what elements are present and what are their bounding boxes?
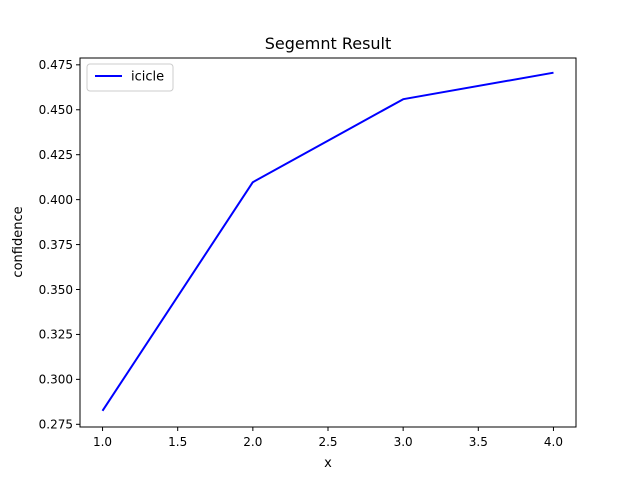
y-tick-label: 0.425 bbox=[39, 148, 73, 162]
y-axis-label: confidence bbox=[11, 206, 26, 277]
x-tick-label: 1.0 bbox=[93, 435, 112, 449]
y-tick-label: 0.375 bbox=[39, 238, 73, 252]
x-tick-label: 4.0 bbox=[544, 435, 563, 449]
series-line-icicle bbox=[101, 71, 554, 412]
x-tick-label: 2.5 bbox=[318, 435, 337, 449]
y-tick-label: 0.300 bbox=[39, 373, 73, 387]
x-tick-label: 3.0 bbox=[394, 435, 413, 449]
series-layer bbox=[101, 71, 554, 412]
y-tick-label: 0.325 bbox=[39, 328, 73, 342]
y-axis: 0.275 0.300 0.325 0.350 0.375 0.400 0.425 0.450… bbox=[39, 58, 80, 432]
x-axis-label: x bbox=[324, 456, 332, 471]
y-tick-label: 0.275 bbox=[39, 418, 73, 432]
legend: icicle bbox=[86, 63, 174, 92]
legend-box bbox=[86, 63, 174, 92]
x-axis: 1.0 1.5 2.0 2.5 3.0 3.5 4.0 bbox=[93, 427, 563, 449]
y-tick-label: 0.350 bbox=[39, 283, 73, 297]
y-tick-label: 0.475 bbox=[39, 58, 73, 72]
y-tick-label: 0.450 bbox=[39, 103, 73, 117]
x-tick-label: 1.5 bbox=[168, 435, 187, 449]
y-tick-label: 0.400 bbox=[39, 193, 73, 207]
x-tick-label: 3.5 bbox=[469, 435, 488, 449]
chart-title: Segemnt Result bbox=[265, 34, 392, 53]
legend-label-icicle: icicle bbox=[131, 70, 164, 85]
x-tick-label: 2.0 bbox=[243, 435, 262, 449]
